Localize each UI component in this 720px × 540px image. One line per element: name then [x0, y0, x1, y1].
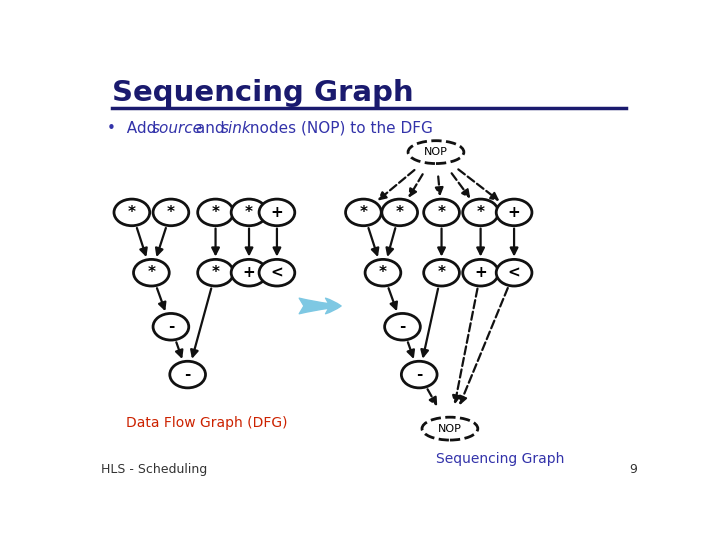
Circle shape: [496, 199, 532, 226]
Text: *: *: [167, 205, 175, 220]
Text: *: *: [212, 265, 220, 280]
Text: -: -: [416, 367, 423, 382]
Circle shape: [463, 259, 498, 286]
Text: *: *: [438, 265, 446, 280]
Circle shape: [259, 199, 294, 226]
Circle shape: [401, 361, 437, 388]
Circle shape: [346, 199, 382, 226]
Circle shape: [496, 259, 532, 286]
Circle shape: [114, 199, 150, 226]
Circle shape: [382, 199, 418, 226]
Text: Add: Add: [117, 121, 162, 136]
Circle shape: [133, 259, 169, 286]
Text: nodes (NOP) to the DFG: nodes (NOP) to the DFG: [245, 121, 433, 136]
Circle shape: [198, 259, 233, 286]
Text: +: +: [474, 265, 487, 280]
Text: 9: 9: [629, 463, 637, 476]
Text: <: <: [271, 265, 283, 280]
Text: -: -: [168, 319, 174, 334]
Text: and: and: [192, 121, 230, 136]
Ellipse shape: [408, 141, 464, 164]
Circle shape: [231, 199, 267, 226]
Text: •: •: [107, 121, 120, 136]
Circle shape: [231, 259, 267, 286]
Text: source: source: [152, 121, 203, 136]
Text: *: *: [379, 265, 387, 280]
Circle shape: [170, 361, 205, 388]
Text: *: *: [438, 205, 446, 220]
Text: NOP: NOP: [438, 423, 462, 434]
Circle shape: [423, 259, 459, 286]
Text: *: *: [396, 205, 404, 220]
Circle shape: [153, 199, 189, 226]
Text: *: *: [359, 205, 367, 220]
Text: NOP: NOP: [424, 147, 448, 157]
Text: *: *: [477, 205, 485, 220]
Circle shape: [384, 313, 420, 340]
Text: +: +: [243, 265, 256, 280]
Text: +: +: [271, 205, 283, 220]
Text: -: -: [400, 319, 405, 334]
Text: *: *: [128, 205, 136, 220]
Circle shape: [198, 199, 233, 226]
Ellipse shape: [422, 417, 478, 440]
Text: sink: sink: [221, 121, 252, 136]
Text: -: -: [184, 367, 191, 382]
Text: Data Flow Graph (DFG): Data Flow Graph (DFG): [127, 416, 288, 430]
Text: Sequencing Graph: Sequencing Graph: [436, 453, 564, 467]
Circle shape: [365, 259, 401, 286]
Circle shape: [259, 259, 294, 286]
Text: +: +: [508, 205, 521, 220]
Text: HLS - Scheduling: HLS - Scheduling: [101, 463, 207, 476]
Text: <: <: [508, 265, 521, 280]
Circle shape: [153, 313, 189, 340]
Circle shape: [463, 199, 498, 226]
Text: *: *: [245, 205, 253, 220]
Text: *: *: [212, 205, 220, 220]
Text: Sequencing Graph: Sequencing Graph: [112, 79, 414, 107]
Text: *: *: [148, 265, 156, 280]
Circle shape: [423, 199, 459, 226]
